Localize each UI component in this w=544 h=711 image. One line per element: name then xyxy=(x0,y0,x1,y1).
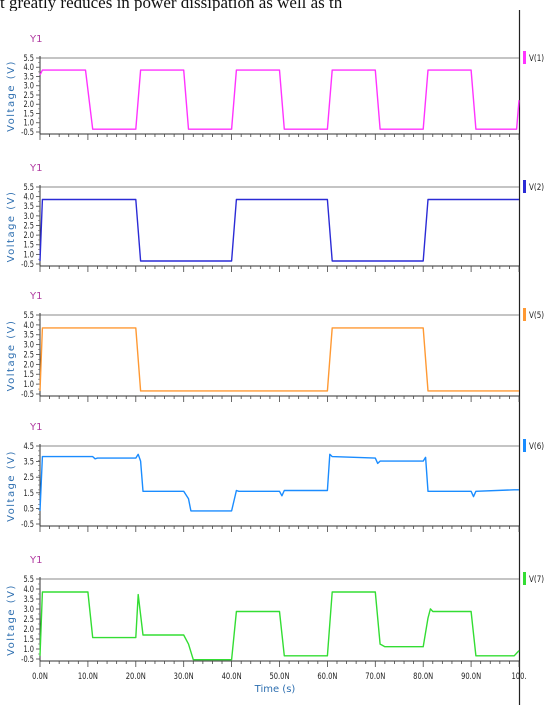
x-axis-title: Time (s) xyxy=(254,684,296,695)
chart-panel-5: -0.51.01.52.02.53.03.54.05.5 Y1 Voltage (V… xyxy=(6,555,544,667)
y-tick-label: 3.5 xyxy=(23,72,34,82)
y-tick-label: 0.5 xyxy=(23,504,34,514)
y-tick-label: 3.5 xyxy=(23,201,34,211)
y-axis-title: Voltage (V) xyxy=(6,320,17,392)
y-tick-label: 2.5 xyxy=(23,90,34,100)
y-tick-label: 4.0 xyxy=(23,320,34,330)
panel-label: Y1 xyxy=(29,163,42,174)
y-tick-label: 3.0 xyxy=(23,211,34,221)
y-tick-label: 2.5 xyxy=(23,350,34,360)
x-tick-label: 100. xyxy=(511,671,526,681)
x-tick-label: 40.0N xyxy=(222,671,242,681)
legend-label: V(6) xyxy=(529,440,544,451)
panel-label: Y1 xyxy=(29,34,42,45)
y-tick-label: 3.5 xyxy=(23,594,34,604)
legend-swatch xyxy=(523,439,526,452)
y-tick-label: -0.5 xyxy=(21,654,34,664)
x-tick-label: 10.0N xyxy=(78,671,98,681)
x-tick-label: 60.0N xyxy=(317,671,337,681)
y-tick-label: -0.5 xyxy=(21,389,34,399)
y-tick-label: 5.5 xyxy=(23,53,34,63)
x-tick-label: 90.0N xyxy=(461,671,481,681)
legend-label: V(5) xyxy=(529,309,544,320)
chart-panel-3: -0.51.01.52.02.53.03.54.05.5 Y1 Voltage (V… xyxy=(6,291,544,402)
y-tick-label: 4.0 xyxy=(23,62,34,72)
y-tick-label: 2.5 xyxy=(23,221,34,231)
y-tick-label: 2.5 xyxy=(23,614,34,624)
y-tick-label: 3.0 xyxy=(23,340,34,350)
y-tick-label: 2.0 xyxy=(23,624,34,634)
y-tick-label: 2.0 xyxy=(23,99,34,109)
y-tick-label: 4.0 xyxy=(23,192,34,202)
x-tick-label: 0.0N xyxy=(32,671,48,681)
y-tick-label: -0.5 xyxy=(21,519,34,529)
y-tick-label: 2.5 xyxy=(23,472,34,482)
y-axis-title: Voltage (V) xyxy=(6,60,17,132)
y-tick-label: 2.0 xyxy=(23,230,34,240)
y-tick-label: 5.5 xyxy=(23,182,34,192)
y-tick-label: 5.5 xyxy=(23,310,34,320)
y-tick-label: 1.0 xyxy=(23,118,34,128)
y-tick-label: 1.0 xyxy=(23,379,34,389)
chart-panel-1: -0.51.01.52.02.53.03.54.05.5 Y1 Voltage (V… xyxy=(6,34,544,140)
y-tick-label: 1.5 xyxy=(23,109,34,119)
series-line-V(2) xyxy=(39,198,519,262)
legend-swatch xyxy=(523,308,526,321)
y-tick-label: 3.5 xyxy=(23,330,34,340)
y-tick-label: -0.5 xyxy=(21,259,34,269)
panel-label: Y1 xyxy=(29,555,42,566)
y-tick-label: -0.5 xyxy=(21,127,34,137)
series-line-V(7) xyxy=(39,591,520,661)
x-tick-label: 70.0N xyxy=(365,671,385,681)
series-line-V(1) xyxy=(39,69,520,130)
x-tick-label: 50.0N xyxy=(269,671,289,681)
panel-label: Y1 xyxy=(29,291,42,302)
y-tick-label: 1.5 xyxy=(23,369,34,379)
y-tick-label: 2.0 xyxy=(23,360,34,370)
chart-panel-2: -0.51.01.52.02.53.03.54.05.5 Y1 Voltage (V… xyxy=(6,163,544,272)
y-tick-label: 5.5 xyxy=(23,574,34,584)
y-tick-label: 1.5 xyxy=(23,488,34,498)
series-line-V(5) xyxy=(39,327,519,392)
y-tick-label: 1.0 xyxy=(23,644,34,654)
x-tick-label: 30.0N xyxy=(174,671,194,681)
y-tick-label: 3.0 xyxy=(23,604,34,614)
caption-text: t greatly reduces in power dissipation a… xyxy=(0,0,343,11)
x-tick-label: 20.0N xyxy=(126,671,146,681)
y-tick-label: 1.5 xyxy=(23,634,34,644)
y-axis-title: Voltage (V) xyxy=(6,191,17,263)
legend-label: V(7) xyxy=(529,573,544,584)
y-tick-label: 3.0 xyxy=(23,81,34,91)
y-axis-title: Voltage (V) xyxy=(6,450,17,522)
chart-panel-4: -0.5 0.5 1.5 2.5 3.5 4.5 Y1 Voltage (V) V(6) xyxy=(6,422,544,532)
x-tick-label: 80.0N xyxy=(413,671,433,681)
legend-swatch xyxy=(523,51,526,64)
series-line-V(6) xyxy=(39,453,519,512)
y-tick-label: 4.0 xyxy=(23,584,34,594)
panel-label: Y1 xyxy=(29,422,42,433)
y-tick-label: 1.5 xyxy=(23,240,34,250)
y-axis-title: Voltage (V) xyxy=(6,584,17,656)
y-tick-label: 1.0 xyxy=(23,250,34,260)
legend-swatch xyxy=(523,180,526,193)
legend-swatch xyxy=(523,572,526,585)
legend-label: V(2) xyxy=(529,181,544,192)
y-tick-label: 3.5 xyxy=(23,457,34,467)
y-tick-label: 4.5 xyxy=(23,441,34,451)
legend-label: V(1) xyxy=(529,52,544,63)
